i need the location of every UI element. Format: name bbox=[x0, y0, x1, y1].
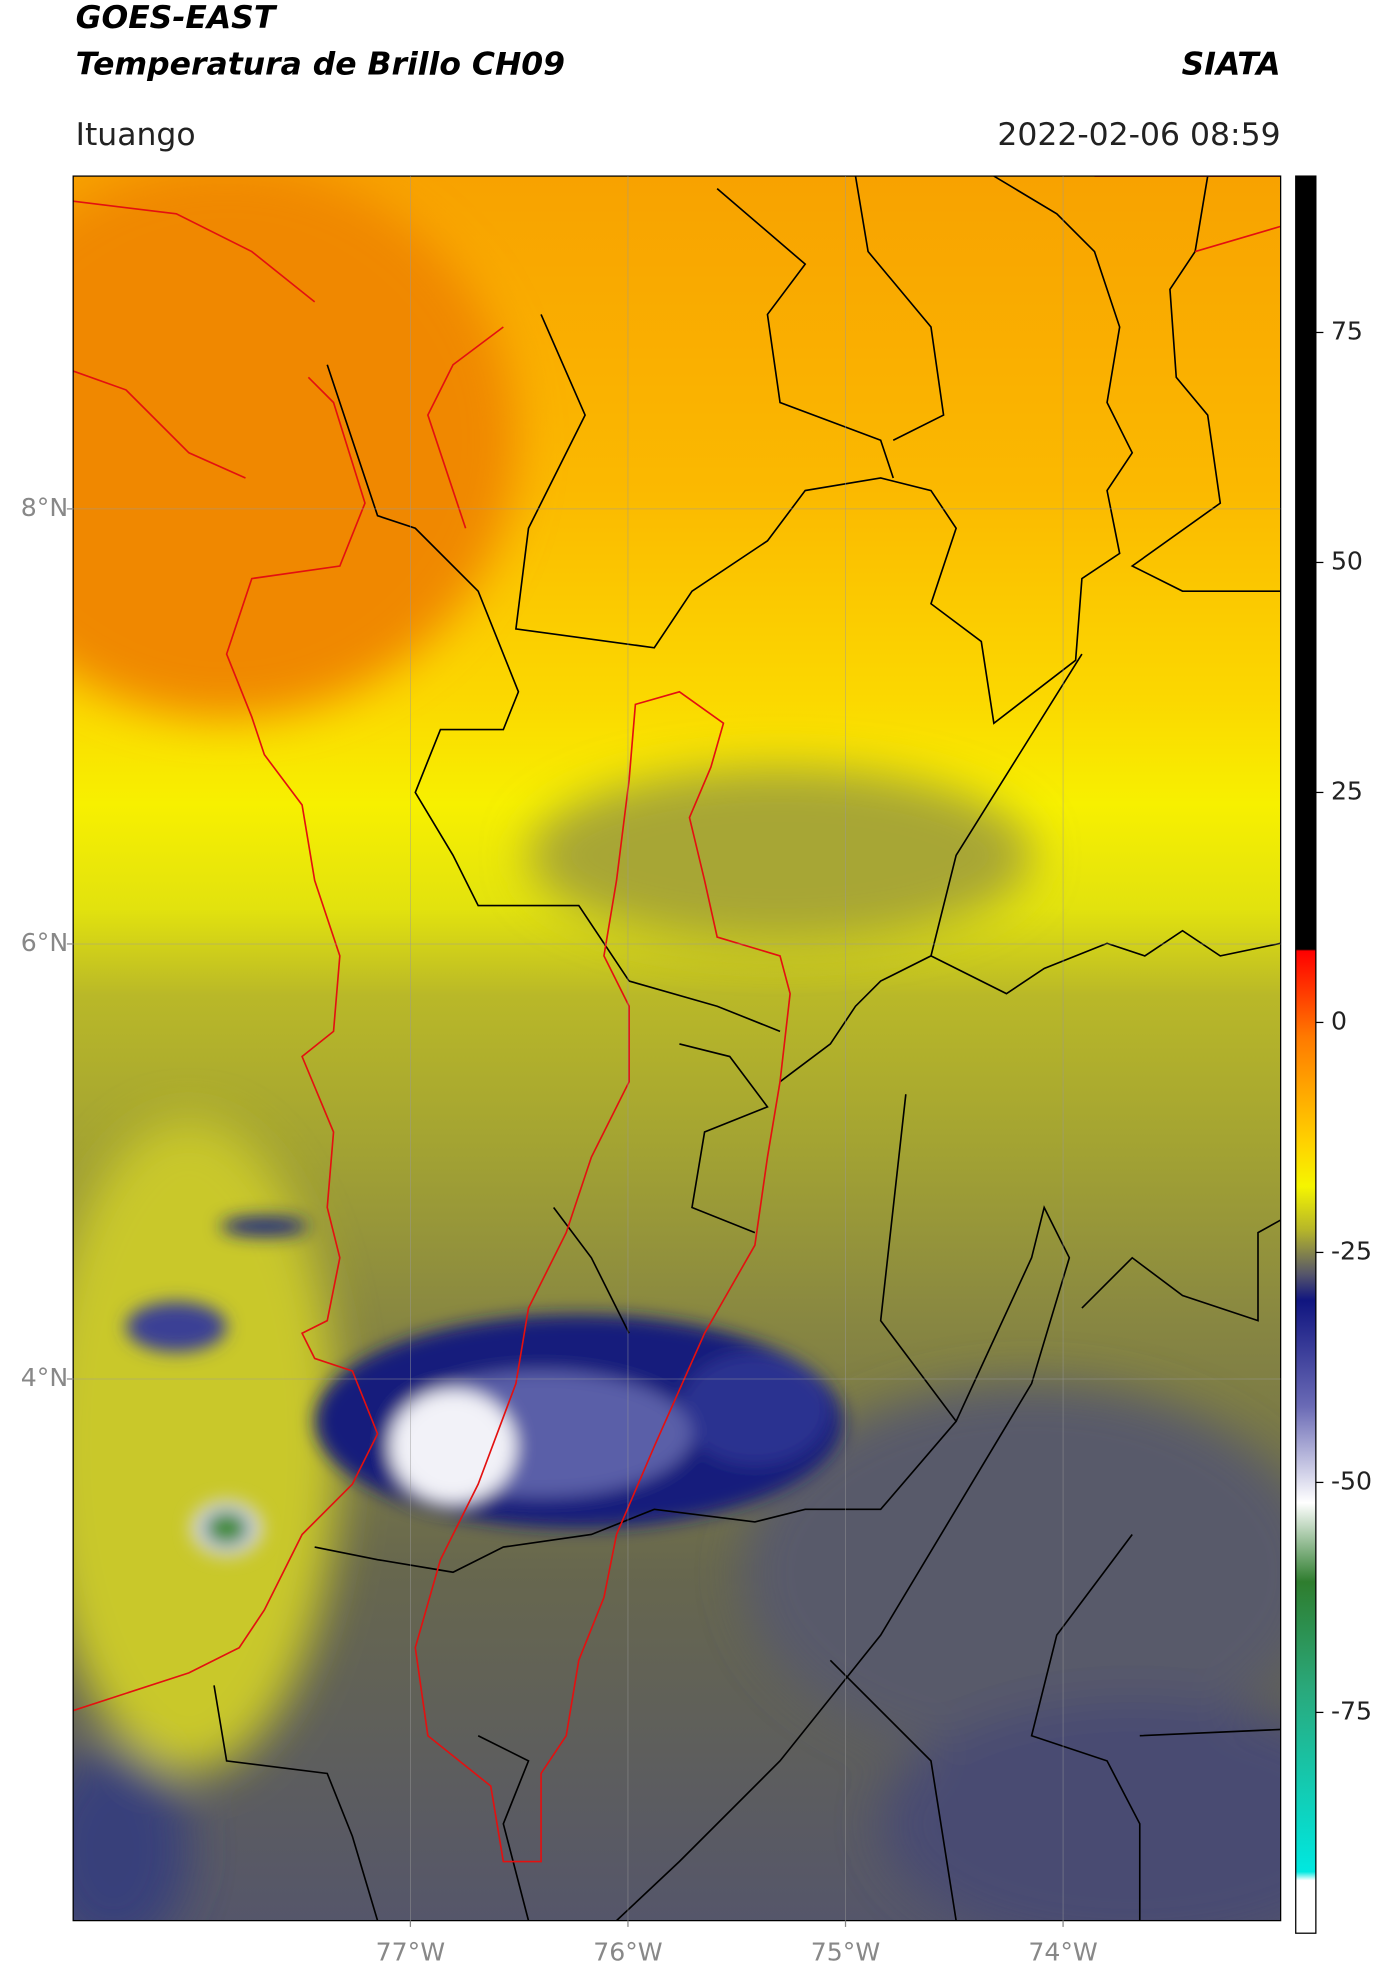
colorbar-label: -25 bbox=[1331, 1236, 1372, 1265]
colorbar-label: 50 bbox=[1331, 546, 1363, 575]
subtitle: Temperatura de Brillo CH09 bbox=[76, 46, 565, 82]
colorbar-label: 0 bbox=[1331, 1006, 1347, 1035]
y-tick-label: 8°N bbox=[21, 493, 68, 522]
x-tick-label: 75°W bbox=[811, 1937, 881, 1966]
title: GOES-EAST bbox=[76, 0, 278, 36]
colorbar-label: 75 bbox=[1331, 316, 1363, 345]
x-tick-label: 74°W bbox=[1028, 1937, 1098, 1966]
coastline bbox=[73, 176, 1281, 1712]
colorbar-label: -50 bbox=[1331, 1466, 1372, 1495]
datetime: 2022-02-06 08:59 bbox=[997, 117, 1280, 153]
y-tick-label: 4°N bbox=[21, 1363, 68, 1392]
map-frame bbox=[72, 175, 1282, 1922]
basin-outline bbox=[414, 690, 791, 1863]
colorbar bbox=[1295, 175, 1317, 1934]
brand: SIATA bbox=[1182, 46, 1281, 82]
x-tick-label: 77°W bbox=[376, 1937, 446, 1966]
cloud-field bbox=[73, 176, 1281, 1921]
map bbox=[73, 176, 1281, 1921]
y-tick-label: 6°N bbox=[21, 928, 68, 957]
border bbox=[213, 176, 1281, 1921]
location: Ituango bbox=[76, 117, 196, 153]
x-tick-label: 76°W bbox=[593, 1937, 663, 1966]
colorbar-label: 25 bbox=[1331, 776, 1363, 805]
convection bbox=[126, 1216, 843, 1556]
colorbar-label: -75 bbox=[1331, 1696, 1372, 1725]
